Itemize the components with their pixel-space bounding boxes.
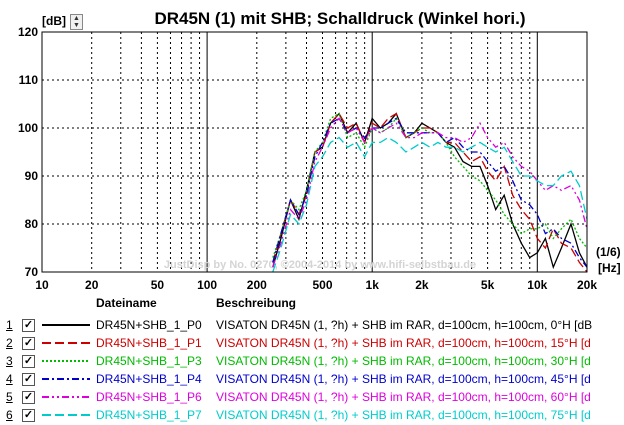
series-line-1: [272, 112, 587, 270]
legend-description: VISATON DR45N (1, ?h) + SHB im RAR, d=10…: [216, 318, 593, 332]
y-tick-label: 90: [25, 169, 39, 183]
legend-row[interactable]: 5 ✓ DR45N+SHB_1_P6 VISATON DR45N (1, ?h) + …: [0, 388, 624, 407]
series-line-4: [272, 117, 587, 268]
x-tick-label: 5k: [481, 278, 495, 292]
series-line-6: [272, 136, 587, 272]
legend-line-swatch: [42, 414, 90, 416]
x-tick-label: 200: [247, 278, 267, 292]
y-axis-spin-button[interactable]: ▲ ▼: [70, 14, 83, 30]
y-tick-label: 70: [25, 265, 39, 279]
x-tick-label: 10k: [527, 278, 547, 292]
x-axis-unit-resolution: (1/6): [596, 245, 621, 259]
legend-row-number[interactable]: 5: [6, 390, 13, 404]
legend-row-number[interactable]: 4: [6, 372, 13, 386]
legend-description: VISATON DR45N (1, ?h) + SHB im RAR, d=10…: [216, 336, 591, 350]
legend-row[interactable]: 6 ✓ DR45N+SHB_1_P7 VISATON DR45N (1, ?h) + …: [0, 406, 624, 425]
x-tick-labels: 10 20 50 100 200 500 1k 2k 5k 10k 20k: [35, 278, 597, 292]
legend-row-checkbox[interactable]: ✓: [22, 373, 35, 386]
legend-line-swatch: [42, 342, 90, 344]
x-tick-label: 100: [197, 278, 217, 292]
legend-line-swatch: [42, 378, 90, 380]
x-axis-unit: [Hz]: [598, 261, 621, 275]
legend-row-checkbox[interactable]: ✓: [22, 409, 35, 422]
y-tick-label: 80: [25, 217, 39, 231]
y-tick-labels: 70 80 90 100 110 120: [18, 25, 38, 279]
spl-chart: DR45N (1) mit SHB; Schalldruck (Winkel h…: [18, 9, 621, 292]
y-tick-label: 120: [18, 25, 38, 39]
grid: [42, 32, 587, 272]
legend-row-checkbox[interactable]: ✓: [22, 337, 35, 350]
series-line-3: [272, 112, 587, 258]
legend-header-filename: Dateiname: [96, 296, 157, 310]
legend-file-name: DR45N+SHB_1_P4: [96, 372, 202, 386]
legend-row[interactable]: 1 ✓ DR45N+SHB_1_P0 VISATON DR45N (1, ?h) + …: [0, 316, 624, 335]
x-tick-label: 10: [35, 278, 49, 292]
legend-description: VISATON DR45N (1, ?h) + SHB im RAR, d=10…: [216, 408, 591, 422]
legend-file-name: DR45N+SHB_1_P0: [96, 318, 202, 332]
x-tick-label: 1k: [366, 278, 380, 292]
x-tick-label: 20k: [577, 278, 597, 292]
legend-header-description: Beschreibung: [216, 296, 297, 310]
legend-line-swatch: [42, 396, 90, 398]
watermark: JustDisp by No. 0270, ©2004-2014 by www.…: [164, 259, 476, 271]
legend-row-number[interactable]: 1: [6, 318, 13, 332]
plot-frame: [41, 31, 588, 273]
x-tick-label: 2k: [415, 278, 429, 292]
legend-description: VISATON DR45N (1, ?h) + SHB im RAR, d=10…: [216, 354, 591, 368]
legend-row-checkbox[interactable]: ✓: [22, 319, 35, 332]
legend-file-name: DR45N+SHB_1_P6: [96, 390, 202, 404]
legend-row-checkbox[interactable]: ✓: [22, 391, 35, 404]
chart-title: DR45N (1) mit SHB; Schalldruck (Winkel h…: [154, 9, 525, 28]
legend-file-name: DR45N+SHB_1_P7: [96, 408, 202, 422]
series-line-2: [272, 112, 587, 272]
legend-row-checkbox[interactable]: ✓: [22, 355, 35, 368]
y-tick-label: 110: [19, 73, 39, 87]
legend-row[interactable]: 2 ✓ DR45N+SHB_1_P1 VISATON DR45N (1, ?h) + …: [0, 334, 624, 353]
legend-row[interactable]: 4 ✓ DR45N+SHB_1_P4 VISATON DR45N (1, ?h) + …: [0, 370, 624, 389]
legend-line-swatch: [42, 360, 90, 362]
legend-row-number[interactable]: 3: [6, 354, 13, 368]
legend-file-name: DR45N+SHB_1_P3: [96, 354, 202, 368]
legend-line-swatch: [42, 324, 90, 326]
legend-row[interactable]: 3 ✓ DR45N+SHB_1_P3 VISATON DR45N (1, ?h) + …: [0, 352, 624, 371]
x-tick-label: 20: [85, 278, 99, 292]
x-tick-label: 50: [151, 278, 165, 292]
y-tick-label: 100: [18, 121, 38, 135]
series-lines: [272, 112, 587, 272]
legend-description: VISATON DR45N (1, ?h) + SHB im RAR, d=10…: [216, 390, 591, 404]
legend-row-number[interactable]: 2: [6, 336, 13, 350]
legend-row-number[interactable]: 6: [6, 408, 13, 422]
legend-description: VISATON DR45N (1, ?h) + SHB im RAR, d=10…: [216, 372, 591, 386]
legend-table: Dateiname Beschreibung 1 ✓ DR45N+SHB_1_P0 V…: [0, 296, 624, 422]
y-axis-unit: [dB]: [42, 14, 66, 28]
series-line-5: [272, 117, 587, 268]
legend-file-name: DR45N+SHB_1_P1: [96, 336, 202, 350]
x-tick-label: 500: [312, 278, 332, 292]
